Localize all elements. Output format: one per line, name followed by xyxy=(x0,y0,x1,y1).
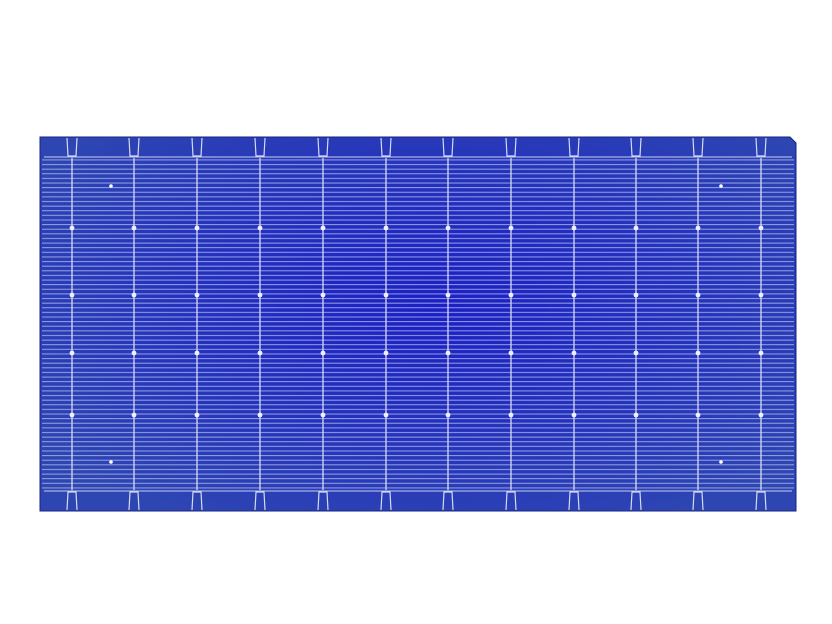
solder-pad xyxy=(131,225,137,231)
solder-pad xyxy=(320,350,326,356)
notch xyxy=(128,491,140,511)
solder-pad xyxy=(571,350,577,356)
solder-pad xyxy=(758,225,764,231)
notch xyxy=(191,491,203,511)
notch xyxy=(442,491,454,511)
solder-pad xyxy=(695,412,701,418)
notch xyxy=(692,491,704,511)
alignment-mark xyxy=(109,184,113,188)
notch xyxy=(317,491,329,511)
notch xyxy=(630,137,642,157)
notch xyxy=(442,137,454,157)
solder-pad xyxy=(257,225,263,231)
solder-pad xyxy=(131,412,137,418)
notch xyxy=(254,137,266,157)
notch xyxy=(755,137,767,157)
solder-pad xyxy=(758,292,764,298)
solder-pad xyxy=(758,350,764,356)
alignment-mark xyxy=(719,184,723,188)
solder-pad xyxy=(383,225,389,231)
solder-pad xyxy=(194,350,200,356)
solder-pad xyxy=(571,412,577,418)
solder-pad xyxy=(445,225,451,231)
solder-pad xyxy=(758,412,764,418)
solder-pad xyxy=(508,412,514,418)
solder-pad xyxy=(445,412,451,418)
solder-pad xyxy=(445,350,451,356)
solder-pad xyxy=(69,225,75,231)
notch xyxy=(568,491,580,511)
busbars xyxy=(44,137,792,511)
notch xyxy=(66,491,78,511)
notch xyxy=(630,491,642,511)
notch xyxy=(505,137,517,157)
solder-pad xyxy=(69,292,75,298)
solder-pad xyxy=(633,350,639,356)
notch xyxy=(128,137,140,157)
alignment-mark xyxy=(719,460,723,464)
solder-pad xyxy=(633,292,639,298)
solder-pad xyxy=(194,225,200,231)
solder-pad xyxy=(320,292,326,298)
solder-pad xyxy=(320,412,326,418)
solder-pad xyxy=(69,350,75,356)
solder-pad xyxy=(69,412,75,418)
notch xyxy=(692,137,704,157)
notch xyxy=(380,491,392,511)
notch xyxy=(505,491,517,511)
solder-pad xyxy=(508,292,514,298)
solder-pad xyxy=(257,412,263,418)
solder-pad xyxy=(257,350,263,356)
solder-pad xyxy=(383,292,389,298)
solder-pad xyxy=(445,292,451,298)
solder-pad xyxy=(131,350,137,356)
solder-pad xyxy=(320,225,326,231)
solder-pad xyxy=(571,292,577,298)
fingers xyxy=(42,157,794,491)
notch xyxy=(66,137,78,157)
grid xyxy=(42,137,794,511)
solder-pad xyxy=(508,225,514,231)
solder-pad xyxy=(695,225,701,231)
solder-pad xyxy=(633,412,639,418)
solder-pad xyxy=(633,225,639,231)
solder-pad xyxy=(194,412,200,418)
solder-pad xyxy=(257,292,263,298)
notch xyxy=(568,137,580,157)
solder-pad xyxy=(695,292,701,298)
notch xyxy=(254,491,266,511)
solder-pad xyxy=(383,412,389,418)
solder-pad xyxy=(383,350,389,356)
solder-pad xyxy=(695,350,701,356)
solder-pad xyxy=(571,225,577,231)
solder-pad xyxy=(508,350,514,356)
notch xyxy=(380,137,392,157)
notch xyxy=(317,137,329,157)
notch xyxy=(191,137,203,157)
alignment-mark xyxy=(109,460,113,464)
solder-pad xyxy=(194,292,200,298)
notch xyxy=(755,491,767,511)
solder-pad xyxy=(131,292,137,298)
